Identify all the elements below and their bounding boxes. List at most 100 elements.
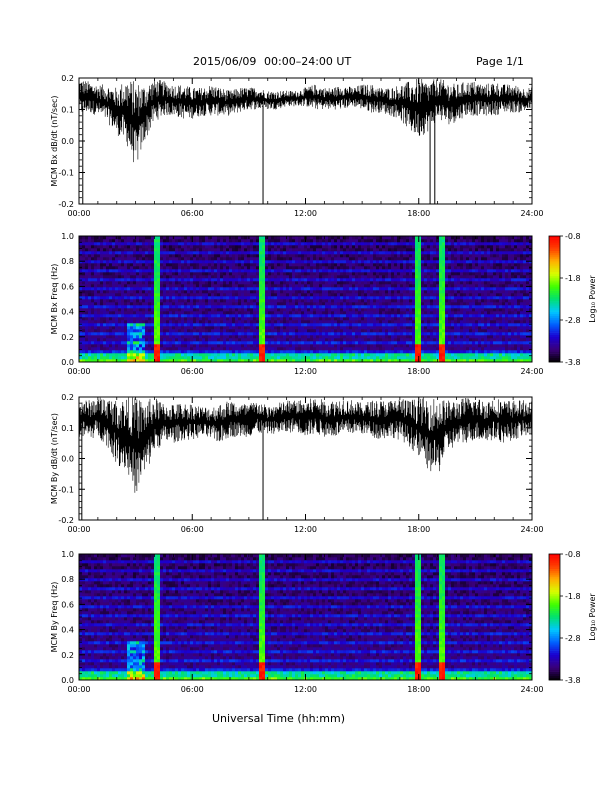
spectrogram-cell bbox=[343, 302, 347, 306]
spectrogram-cell bbox=[304, 326, 308, 330]
spectrogram-cell bbox=[256, 314, 260, 318]
spectrogram-cell bbox=[292, 344, 296, 348]
spectrogram-cell bbox=[133, 287, 137, 291]
spectrogram-cell bbox=[106, 332, 110, 336]
spectrogram-cell bbox=[385, 260, 389, 264]
plot-frame bbox=[78, 77, 533, 205]
spectrogram-cell bbox=[331, 263, 335, 267]
spectrogram-cell bbox=[388, 296, 392, 300]
spectrogram-cell bbox=[178, 329, 182, 333]
spectrogram-cell bbox=[124, 290, 128, 294]
spectrogram-cell bbox=[328, 245, 332, 249]
spectrogram-cell bbox=[175, 239, 179, 243]
spectrogram-cell bbox=[142, 302, 146, 306]
spectrogram-cell bbox=[346, 242, 350, 246]
x-tick-label: 06:00 bbox=[181, 209, 204, 218]
spectrogram-cell bbox=[244, 296, 248, 300]
spectrogram-cell bbox=[160, 278, 164, 282]
spectrogram-cell bbox=[130, 239, 134, 243]
spectrogram-cell bbox=[268, 302, 272, 306]
spectrogram-cell bbox=[91, 323, 95, 327]
spectrogram-cell bbox=[175, 314, 179, 318]
spectrogram-cell bbox=[235, 317, 239, 321]
spectrogram-cell bbox=[313, 347, 317, 351]
spectrogram-cell bbox=[367, 269, 371, 273]
spectrogram-cell bbox=[196, 269, 200, 273]
spectrogram-cell bbox=[238, 272, 242, 276]
spectrogram-cell bbox=[295, 248, 299, 252]
spectrogram-cell bbox=[259, 332, 263, 336]
spectrogram-cell bbox=[106, 344, 110, 348]
spectrogram-cell bbox=[112, 245, 116, 249]
spectrogram-cell bbox=[160, 272, 164, 276]
spectrogram-cell bbox=[307, 335, 311, 339]
spectrogram-cell bbox=[136, 275, 140, 279]
spectrogram-cell bbox=[94, 254, 98, 258]
spectrogram-cell bbox=[232, 332, 236, 336]
spectrogram-cell bbox=[394, 236, 398, 240]
spectrogram-cell bbox=[304, 314, 308, 318]
spectrogram-cell bbox=[256, 257, 260, 261]
spectrogram-cell bbox=[376, 254, 380, 258]
spectrogram-cell bbox=[337, 242, 341, 246]
spectrogram-cell bbox=[157, 236, 161, 240]
spectrogram-cell bbox=[199, 278, 203, 282]
spectrogram-cell bbox=[100, 257, 104, 261]
spectrogram-cell bbox=[175, 344, 179, 348]
spectrogram-cell bbox=[301, 236, 305, 240]
spectrogram-cell bbox=[166, 326, 170, 330]
spectrogram-cell bbox=[367, 248, 371, 252]
spectrogram-cell bbox=[259, 269, 263, 273]
spectrogram-cell bbox=[154, 305, 158, 309]
spectrogram-cell bbox=[310, 341, 314, 345]
spectrogram-cell bbox=[166, 335, 170, 339]
spectrogram-cell bbox=[112, 338, 116, 342]
spectrogram-cell bbox=[286, 296, 290, 300]
spectrogram-cell bbox=[388, 299, 392, 303]
spectrogram-cell bbox=[145, 335, 149, 339]
spectrogram-cell bbox=[394, 314, 398, 318]
spectrogram-cell bbox=[163, 296, 167, 300]
spectrogram-cell bbox=[163, 275, 167, 279]
spectrogram-cell bbox=[145, 284, 149, 288]
spectrogram-cell bbox=[112, 332, 116, 336]
spectrogram-cell bbox=[202, 317, 206, 321]
spectrogram-cell bbox=[133, 269, 137, 273]
spectrogram-cell bbox=[334, 305, 338, 309]
spectrogram-cell bbox=[253, 350, 257, 354]
spectrogram-cell bbox=[196, 236, 200, 240]
spectrogram-cell bbox=[232, 257, 236, 261]
spectrogram-cell bbox=[247, 254, 251, 258]
spectrogram-cell bbox=[280, 299, 284, 303]
spectrogram-cell bbox=[160, 347, 164, 351]
spectrogram-cell bbox=[202, 302, 206, 306]
spectrogram-cell bbox=[313, 242, 317, 246]
spectrogram-cell bbox=[388, 248, 392, 252]
spectrogram-cell bbox=[298, 248, 302, 252]
spectrogram-cell bbox=[157, 302, 161, 306]
spectrogram-cell bbox=[328, 296, 332, 300]
spectrogram-cell bbox=[187, 284, 191, 288]
spectrogram-cell bbox=[145, 248, 149, 252]
spectrogram-cell bbox=[367, 323, 371, 327]
spectrogram-cell bbox=[148, 338, 152, 342]
spectrogram-cell bbox=[133, 293, 137, 297]
spectrogram-cell bbox=[247, 305, 251, 309]
spectrogram-cell bbox=[298, 290, 302, 294]
spectrogram-cell bbox=[361, 314, 365, 318]
spectrogram-cell bbox=[154, 242, 158, 246]
spectrogram-cell bbox=[160, 308, 164, 312]
spectrogram-cell bbox=[82, 359, 86, 363]
spectrogram-cell bbox=[253, 296, 257, 300]
spectrogram-cell bbox=[115, 272, 119, 276]
spectrogram-cell bbox=[301, 317, 305, 321]
spectrogram-cell bbox=[343, 338, 347, 342]
spectrogram-cell bbox=[322, 317, 326, 321]
spectrogram-cell bbox=[313, 239, 317, 243]
spectrogram-cell bbox=[373, 290, 377, 294]
spectrogram-cell bbox=[154, 239, 158, 243]
spectrogram-cell bbox=[253, 332, 257, 336]
spectrogram-cell bbox=[370, 350, 374, 354]
spectrogram-cell bbox=[307, 281, 311, 285]
spectrogram-cell bbox=[127, 323, 131, 327]
